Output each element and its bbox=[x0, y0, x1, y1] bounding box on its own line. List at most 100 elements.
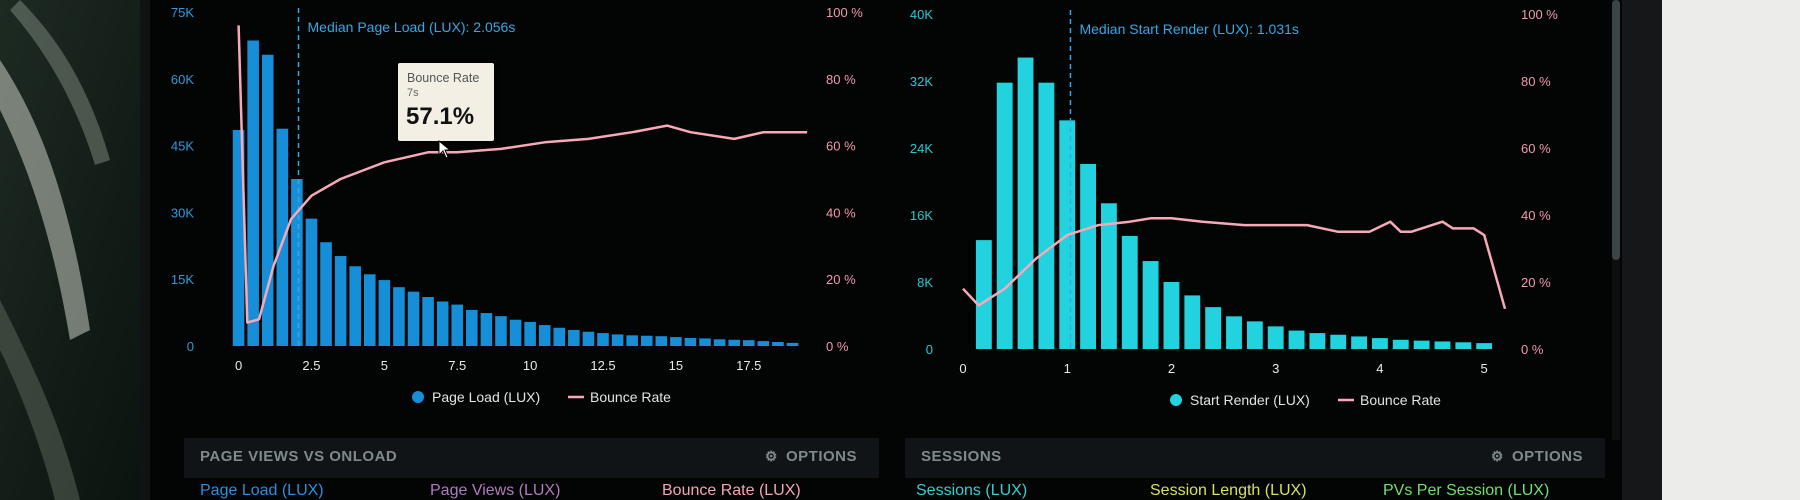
x-tick-label: 4 bbox=[1376, 361, 1383, 376]
histogram-bar bbox=[1163, 282, 1180, 349]
page-views-vs-onload-panel: PAGE VIEWS VS ONLOAD ⚙ OPTIONS bbox=[184, 438, 879, 478]
gear-icon: ⚙ bbox=[764, 448, 778, 464]
histogram-bar bbox=[1121, 235, 1138, 349]
histogram-bar bbox=[684, 337, 697, 346]
cursor-icon bbox=[438, 140, 452, 159]
histogram-bar bbox=[757, 341, 770, 346]
options-button[interactable]: ⚙ OPTIONS bbox=[765, 448, 857, 465]
options-label: OPTIONS bbox=[785, 448, 857, 465]
x-tick-label: 0 bbox=[235, 358, 242, 373]
histogram-bar bbox=[495, 316, 507, 346]
histogram-bar bbox=[611, 334, 624, 346]
histogram-bar bbox=[1309, 333, 1326, 349]
legend-label: Bounce Rate bbox=[590, 389, 671, 405]
y2-tick-label: 20 % bbox=[826, 272, 856, 287]
histogram-bar bbox=[568, 329, 580, 346]
histogram-bar bbox=[291, 179, 303, 346]
median-label: Median Page Load (LUX): 2.056s bbox=[308, 19, 516, 35]
y-tick-label: 0 bbox=[187, 339, 194, 354]
histogram-bar bbox=[422, 297, 434, 346]
column-page-views[interactable]: Page Views (LUX) bbox=[430, 482, 561, 499]
legend-swatch bbox=[1170, 394, 1182, 406]
tooltip-value: 57.1% bbox=[406, 103, 475, 130]
legend-swatch bbox=[412, 391, 424, 403]
background-wall bbox=[1662, 0, 1800, 500]
histogram-bar bbox=[349, 266, 361, 346]
histogram-bar bbox=[261, 54, 274, 346]
histogram-bar bbox=[407, 291, 420, 346]
histogram-bar bbox=[276, 128, 289, 346]
y2-tick-label: 60 % bbox=[1521, 141, 1551, 156]
histogram-bar bbox=[1455, 342, 1472, 349]
histogram-bar bbox=[1434, 341, 1451, 349]
histogram-bar bbox=[1226, 316, 1242, 349]
tooltip-title: Bounce Rate bbox=[407, 71, 480, 85]
histogram-bar bbox=[1184, 295, 1201, 349]
x-tick-label: 3 bbox=[1272, 361, 1279, 376]
y-tick-label: 45K bbox=[171, 139, 194, 154]
y-tick-label: 40K bbox=[910, 7, 933, 22]
column-page-load[interactable]: Page Load (LUX) bbox=[200, 482, 324, 499]
column-bounce-rate[interactable]: Bounce Rate (LUX) bbox=[662, 482, 801, 499]
options-label: OPTIONS bbox=[1511, 448, 1583, 465]
y-tick-label: 30K bbox=[171, 205, 194, 220]
histogram-bar bbox=[655, 336, 668, 346]
column-session-length[interactable]: Session Length (LUX) bbox=[1150, 482, 1307, 499]
histogram-bar bbox=[728, 339, 740, 346]
y-tick-label: 16K bbox=[910, 208, 933, 223]
x-tick-label: 2.5 bbox=[302, 358, 320, 373]
histogram-bar bbox=[1351, 336, 1367, 349]
page-load-histogram: Median Page Load (LUX): 2.056s 0 15K 30K 45K… bbox=[171, 5, 863, 405]
y-tick-label: 0 bbox=[926, 342, 933, 357]
histogram-bar bbox=[742, 340, 755, 346]
histogram-bar bbox=[713, 339, 726, 346]
y-tick-label: 15K bbox=[171, 272, 194, 287]
x-tick-label: 15 bbox=[669, 358, 683, 373]
column-pvs-per-session[interactable]: PVs Per Session (LUX) bbox=[1383, 482, 1550, 499]
y-tick-label: 60K bbox=[171, 72, 194, 87]
histogram-bar bbox=[451, 304, 464, 346]
y2-tick-label: 0 % bbox=[826, 339, 849, 354]
histogram-bar bbox=[1330, 334, 1347, 349]
histogram-bar bbox=[509, 319, 522, 346]
y2-tick-label: 0 % bbox=[1521, 342, 1544, 357]
options-button[interactable]: ⚙ OPTIONS bbox=[1491, 448, 1583, 465]
histogram-bar bbox=[1288, 330, 1305, 349]
histogram-bar bbox=[1476, 343, 1493, 349]
histogram-bar bbox=[582, 331, 595, 346]
tooltip-subtitle: 7s bbox=[407, 87, 419, 99]
histogram-bar bbox=[670, 337, 682, 346]
column-sessions[interactable]: Sessions (LUX) bbox=[916, 482, 1028, 499]
y2-tick-label: 60 % bbox=[826, 139, 856, 154]
sessions-panel: SESSIONS ⚙ OPTIONS bbox=[905, 438, 1605, 478]
histogram-bar bbox=[1101, 203, 1117, 349]
histogram-bar bbox=[1142, 261, 1159, 349]
x-tick-label: 2 bbox=[1168, 361, 1175, 376]
scrollbar-thumb[interactable] bbox=[1612, 0, 1620, 260]
gear-icon: ⚙ bbox=[1490, 448, 1504, 464]
y-tick-label: 8K bbox=[917, 275, 933, 290]
histogram-bar bbox=[1413, 340, 1430, 349]
x-tick-label: 12.5 bbox=[590, 358, 615, 373]
start-render-histogram: Median Start Render (LUX): 1.031s 0 8K 16K 2… bbox=[910, 7, 1558, 408]
y-tick-label: 32K bbox=[910, 74, 933, 89]
histogram-bar bbox=[597, 333, 609, 346]
y2-tick-label: 40 % bbox=[1521, 208, 1551, 223]
x-tick-label: 10 bbox=[523, 358, 537, 373]
histogram-bar bbox=[334, 256, 347, 346]
legend-label: Start Render (LUX) bbox=[1190, 392, 1310, 408]
x-tick-label: 7.5 bbox=[448, 358, 466, 373]
histogram-bar bbox=[699, 338, 711, 346]
histogram-bar bbox=[480, 313, 493, 346]
bounce-rate-tooltip: Bounce Rate 7s 57.1% bbox=[398, 63, 494, 141]
y2-tick-label: 40 % bbox=[826, 205, 856, 220]
histogram-bar bbox=[1392, 339, 1409, 349]
histogram-bar bbox=[1246, 321, 1263, 349]
histogram-bar bbox=[1267, 326, 1284, 349]
x-tick-label: 5 bbox=[1481, 361, 1488, 376]
legend-label: Bounce Rate bbox=[1360, 392, 1441, 408]
histogram-bar bbox=[975, 240, 992, 349]
x-tick-label: 17.5 bbox=[736, 358, 761, 373]
histogram-bar bbox=[1038, 82, 1055, 350]
